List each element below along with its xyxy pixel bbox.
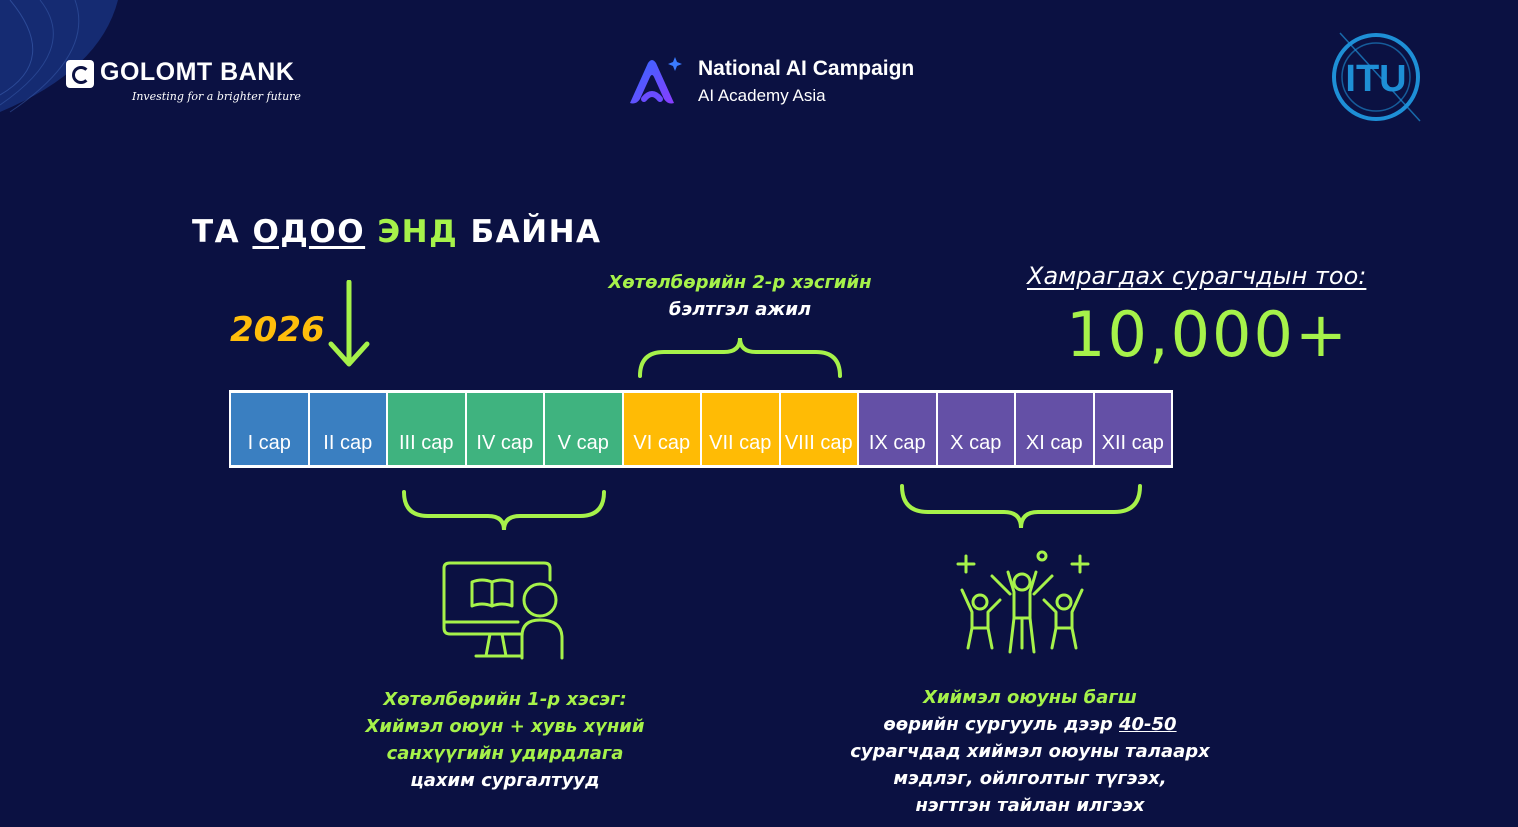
teacher-student-count: 40-50 xyxy=(1119,714,1177,735)
grade-label: II сар xyxy=(323,432,373,454)
part1-line-4: цахим сургалтууд xyxy=(410,770,600,791)
teacher-line-1: Хиймэл оюуны багш xyxy=(923,687,1137,708)
coverage-label: Хамрагдах сурагчдын тоо: xyxy=(1027,262,1367,290)
brace-part1 xyxy=(402,490,606,531)
grade-cell: III сар xyxy=(388,393,465,465)
grade-cell: VII сар xyxy=(702,393,779,465)
grade-cell: V сар xyxy=(545,393,622,465)
grade-label: VIII сар xyxy=(784,432,853,454)
golomt-logo-icon xyxy=(66,60,94,88)
part2-subtitle: бэлтгэл ажил xyxy=(668,299,812,320)
campaign-title: National AI Campaign xyxy=(698,57,915,80)
decorative-swoosh xyxy=(0,0,118,113)
brace-teacher xyxy=(900,484,1142,529)
grade-cell: XII сар xyxy=(1094,393,1171,465)
brace-part2 xyxy=(638,337,842,378)
grade-label: IV сар xyxy=(476,432,534,454)
teacher-line-4: мэдлэг, ойлголтыг түгээх, xyxy=(893,768,1167,789)
grade-cell: IV сар xyxy=(466,393,543,465)
celebrating-students-icon xyxy=(956,550,1090,654)
grade-label: I сар xyxy=(247,432,291,454)
grade-label: X сар xyxy=(950,432,1002,454)
heading-word-2: ОДОО xyxy=(252,214,366,250)
golomt-tagline: Investing for a brighter future xyxy=(132,90,301,103)
coverage-value: 10,000+ xyxy=(1066,298,1349,371)
grade-cell: I сар xyxy=(231,393,308,465)
teacher-line-2a: өөрийн сургууль дээр xyxy=(883,714,1119,735)
arrow-down-icon xyxy=(328,280,370,367)
grade-label: VII сар xyxy=(709,432,772,454)
part2-title: Хөтөлбөрийн 2-р хэсгийн xyxy=(608,272,872,293)
grade-cell: IX сар xyxy=(859,393,936,465)
golomt-name: GOLOMT BANK xyxy=(100,58,295,86)
teacher-description: Хиймэл оюуны багш өөрийн сургууль дээр 4… xyxy=(820,684,1240,819)
teacher-line-3: сурагчдад хиймэл оюуны талаарх xyxy=(850,741,1210,762)
heading-word-3: ЭНД xyxy=(377,214,459,250)
grade-bar: I сар II сар III сар IV сар V сар VI сар VII с… xyxy=(229,390,1173,468)
part1-line-3: санхүүгийн удирдлага xyxy=(386,743,624,764)
heading-word-4: БАЙНА xyxy=(470,214,602,250)
part1-line-2: Хиймэл оюун + хувь хүний xyxy=(365,716,645,737)
grade-cell: VI сар xyxy=(623,393,700,465)
grade-label: XII сар xyxy=(1101,432,1164,454)
itu-logo: ITU xyxy=(1332,32,1421,122)
page-heading: ТА ОДОО ЭНД БАЙНА xyxy=(192,214,602,250)
heading-word-1: ТА xyxy=(192,214,241,250)
part1-description: Хөтөлбөрийн 1-р хэсэг: Хиймэл оюун + хув… xyxy=(330,686,680,794)
grade-cell: XI сар xyxy=(1016,393,1093,465)
grade-cell: X сар xyxy=(937,393,1014,465)
itu-logo-text: ITU xyxy=(1345,58,1406,100)
grade-label: V сар xyxy=(557,432,609,454)
grade-cell: VIII сар xyxy=(780,393,857,465)
grade-label: VI сар xyxy=(633,432,691,454)
grade-label: XI сар xyxy=(1025,432,1083,454)
current-year: 2026 xyxy=(230,310,325,350)
teacher-line-2: өөрийн сургууль дээр 40-50 xyxy=(820,711,1240,738)
ai-academy-logo-icon xyxy=(630,57,682,104)
grade-cell: II сар xyxy=(309,393,386,465)
online-teaching-icon xyxy=(442,561,564,660)
grade-label: IX сар xyxy=(868,432,926,454)
campaign-subtitle: AI Academy Asia xyxy=(698,86,826,105)
grade-label: III сар xyxy=(399,432,454,454)
part1-line-1: Хөтөлбөрийн 1-р хэсэг: xyxy=(383,689,627,710)
teacher-line-5: нэгтгэн тайлан илгээх xyxy=(915,795,1145,816)
